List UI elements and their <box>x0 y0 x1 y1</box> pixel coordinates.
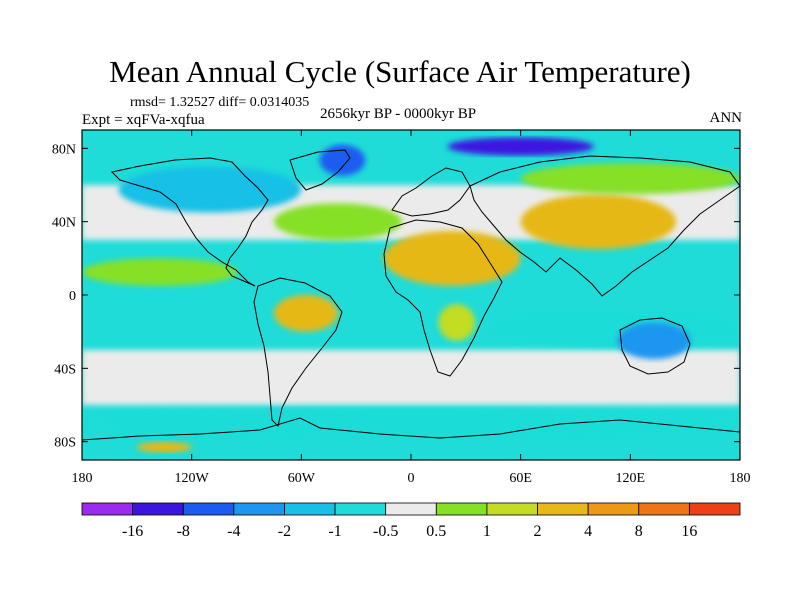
colorbar-label-2: -4 <box>227 523 240 540</box>
coastline-north-america <box>110 157 269 287</box>
x-tick-label-6: 180 <box>730 471 751 486</box>
coastline-africa <box>383 219 503 377</box>
season-label: ANN <box>709 110 743 126</box>
coastline-australia <box>619 317 691 375</box>
x-tick-label-3: 0 <box>408 471 415 486</box>
coastline-europe <box>391 167 471 217</box>
region-antarctic-coast-warming <box>136 441 192 453</box>
coastline-antarctica <box>82 417 740 441</box>
colorbar-label-8: 2 <box>534 523 542 540</box>
y-tick-label-3: 40S <box>54 362 76 377</box>
colorbar-swatch-3 <box>233 502 285 516</box>
region-amazon-warming <box>273 295 338 332</box>
colorbar-swatch-9 <box>537 502 589 516</box>
coastline-south-america <box>253 277 343 427</box>
colorbar-label-11: 16 <box>681 523 697 540</box>
colorbar: -16 -8 -4 -2 -1 -0.5 0.5 1 2 4 8 16 <box>81 502 741 540</box>
colorbar-label-0: -16 <box>122 523 143 540</box>
region-sahara-arabia-warming <box>383 230 521 286</box>
region-arctic-ocean-cooling <box>447 137 594 156</box>
colorbar-label-10: 8 <box>635 523 643 540</box>
y-tick-label-4: 80S <box>54 436 76 451</box>
region-australia-cooling <box>617 322 691 360</box>
colorbar-label-9: 4 <box>584 523 592 540</box>
colorbar-swatch-11 <box>638 502 690 516</box>
chart-title: Mean Annual Cycle (Surface Air Temperatu… <box>109 54 691 89</box>
y-axis: 80N 40N 0 40S 80S <box>52 142 740 451</box>
y-tick-label-1: 40N <box>52 216 76 231</box>
colorbar-swatch-6 <box>385 502 437 516</box>
region-north-america-cooling <box>118 166 302 213</box>
coastline-greenland <box>289 149 351 191</box>
x-tick-label-2: 60W <box>288 471 316 486</box>
x-tick-label-4: 60E <box>509 471 532 486</box>
region-north-atlantic-warming <box>273 203 402 241</box>
colorbar-swatch-12 <box>688 502 741 516</box>
x-axis: 180 120W 60W 0 60E 120E 180 <box>72 130 751 486</box>
colorbar-swatch-8 <box>486 502 538 516</box>
x-tick-label-1: 120W <box>175 471 210 486</box>
neutral-band-0 <box>82 350 740 405</box>
region-tropical-pacific-north-band <box>82 258 238 286</box>
stats-label: rmsd= 1.32527 diff= 0.0314035 <box>130 95 310 110</box>
colorbar-label-4: -1 <box>328 523 341 540</box>
x-tick-label-0: 180 <box>72 471 93 486</box>
y-tick-label-0: 80N <box>52 142 76 157</box>
x-tick-label-5: 120E <box>616 471 646 486</box>
colorbar-swatch-4 <box>284 502 336 516</box>
colorbar-swatch-0 <box>81 502 134 516</box>
region-siberia-warming <box>520 163 740 195</box>
colorbar-label-1: -8 <box>177 523 190 540</box>
region-southern-africa-warming <box>438 304 475 341</box>
region-greenland-cooling <box>319 144 366 176</box>
colorbar-label-7: 1 <box>483 523 491 540</box>
coastlines <box>82 149 740 441</box>
period-label: 2656kyr BP - 0000kyr BP <box>320 106 477 122</box>
coastline-asia <box>469 155 740 297</box>
experiment-label: Expt = xqFVa-xqfua <box>82 112 205 128</box>
colorbar-swatch-7 <box>435 502 488 516</box>
region-southern-ocean-cooling <box>82 408 740 439</box>
colorbar-swatch-10 <box>587 502 640 516</box>
colorbar-swatch-5 <box>334 502 387 516</box>
colorbar-swatch-1 <box>132 502 184 516</box>
colorbar-swatch-2 <box>182 502 235 516</box>
region-south-indian-ocean-cooling <box>484 309 740 347</box>
colorbar-label-5: -0.5 <box>373 523 398 540</box>
region-central-asia-warming <box>520 194 677 250</box>
y-tick-label-2: 0 <box>69 289 76 304</box>
colorbar-label-6: 0.5 <box>426 523 446 540</box>
colorbar-label-3: -2 <box>278 523 291 540</box>
